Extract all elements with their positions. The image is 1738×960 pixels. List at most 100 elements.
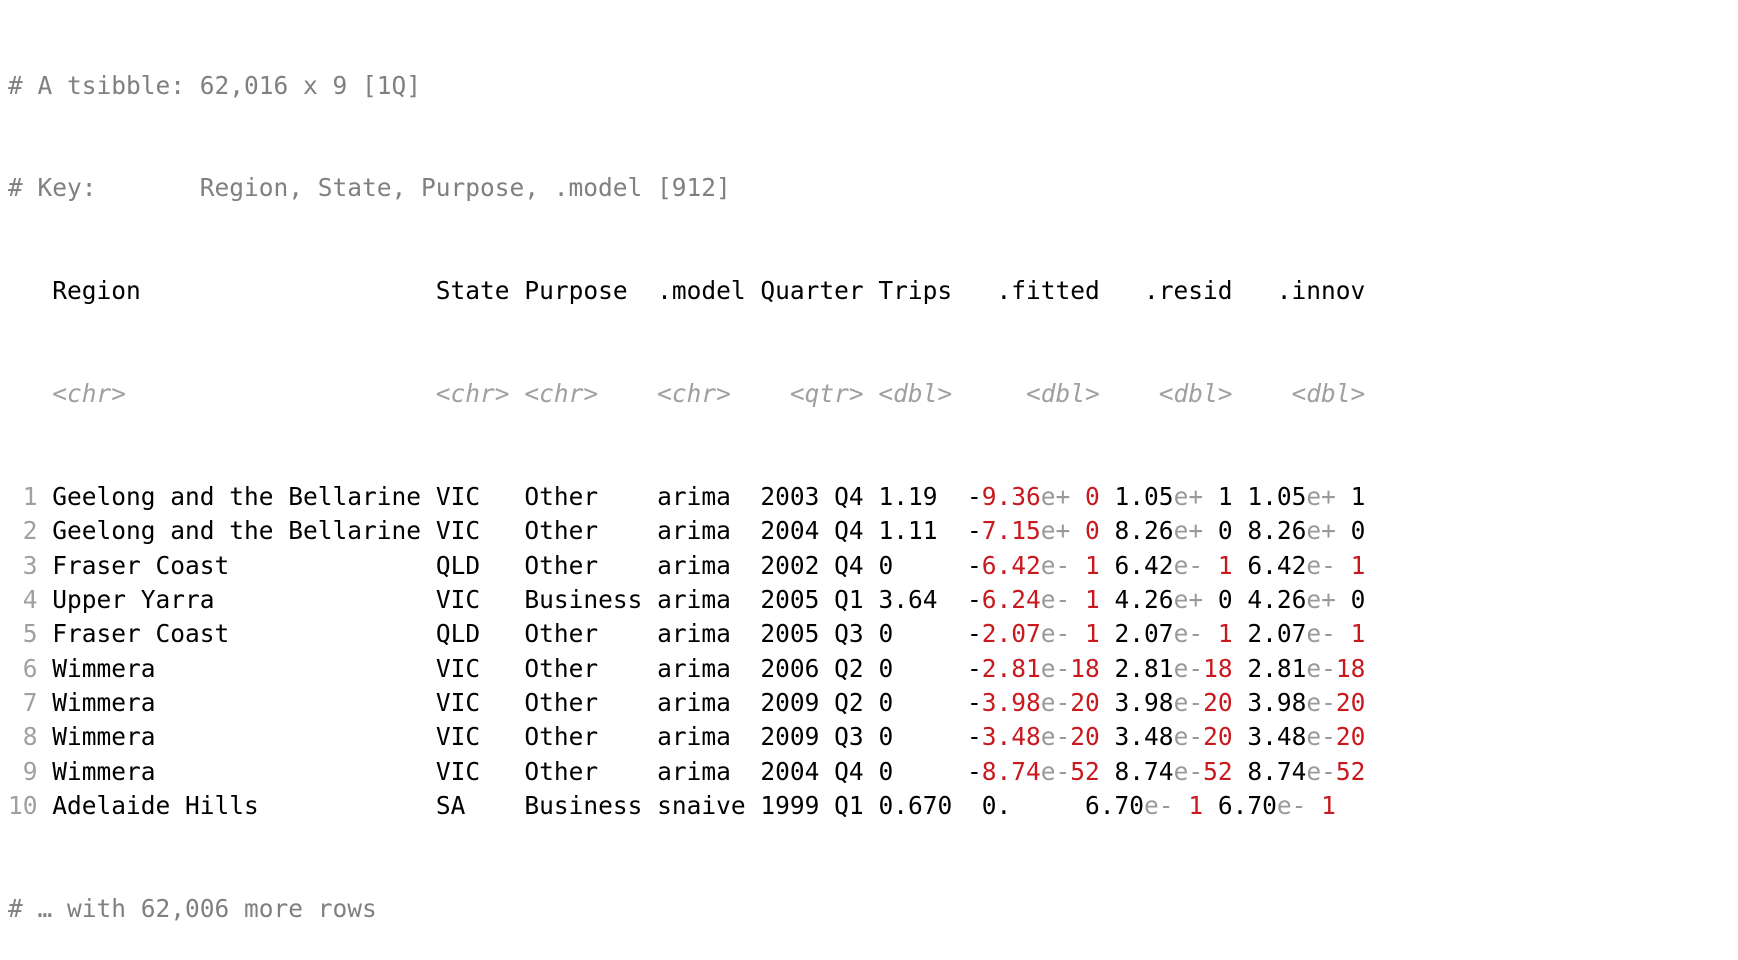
cell-region: Geelong and the Bellarine — [52, 516, 422, 546]
innov-mantissa: 8.74 — [1247, 756, 1307, 786]
type-hint-innov: <dbl> — [1247, 379, 1366, 409]
cell-trips: 1.19 — [878, 482, 953, 512]
innov-mantissa: 3.98 — [1247, 687, 1307, 717]
cell-model: arima — [657, 722, 746, 752]
resid-exp-marker: e+ — [1173, 482, 1204, 512]
fitted-sign: - — [966, 482, 982, 512]
column-names-row: Region State Purpose .model Quarter Trip… — [8, 274, 1738, 308]
cell-resid: 1.05e+ 1 — [1115, 482, 1233, 511]
resid-exp-marker: e- — [1173, 550, 1204, 580]
fitted-exp-marker: e- — [1040, 722, 1071, 752]
cell-trips: 1.11 — [878, 516, 953, 546]
cell-quarter: 2005 Q1 — [760, 585, 864, 615]
table-row: 9 Wimmera VIC Other arima 2004 Q4 0 -8.7… — [8, 755, 1738, 789]
cell-fitted: -6.24e- 1 — [967, 585, 1100, 614]
resid-exp-marker: e- — [1173, 619, 1204, 649]
cell-purpose: Other — [524, 550, 643, 580]
cell-model: arima — [657, 550, 746, 580]
cell-innov: 6.42e- 1 — [1247, 551, 1365, 580]
cell-state: VIC — [435, 585, 510, 615]
resid-exp-marker: e+ — [1173, 516, 1204, 546]
cell-state: SA — [435, 790, 510, 820]
cell-resid: 8.26e+ 0 — [1115, 516, 1233, 545]
cell-resid: 2.07e- 1 — [1115, 619, 1233, 648]
fitted-sign: - — [966, 550, 982, 580]
fitted-mantissa: 6.24 — [981, 585, 1041, 615]
innov-exponent: 0 — [1335, 516, 1366, 546]
cell-quarter: 2009 Q2 — [760, 687, 864, 717]
cell-innov: 8.74e-52 — [1247, 757, 1365, 786]
cell-trips: 0 — [878, 756, 953, 786]
cell-fitted: -6.42e- 1 — [967, 551, 1100, 580]
fitted-mantissa: 6.42 — [981, 550, 1041, 580]
cell-state: VIC — [435, 516, 510, 546]
cell-resid: 3.48e-20 — [1115, 722, 1233, 751]
table-row: 5 Fraser Coast QLD Other arima 2005 Q3 0… — [8, 617, 1738, 651]
cell-purpose: Other — [524, 756, 643, 786]
cell-purpose: Other — [524, 722, 643, 752]
table-row: 8 Wimmera VIC Other arima 2009 Q3 0 -3.4… — [8, 720, 1738, 754]
key-label: # Key: — [8, 173, 200, 203]
fitted-exponent: 1 — [1070, 585, 1100, 615]
fitted-exp-marker: e- — [1040, 653, 1071, 683]
resid-mantissa: 2.81 — [1114, 653, 1174, 683]
cell-state: VIC — [435, 756, 510, 786]
fitted-exponent: 1 — [1070, 550, 1100, 580]
resid-exp-marker: e- — [1173, 687, 1204, 717]
more-rows-footer: # … with 62,006 more rows — [8, 893, 377, 923]
cell-innov: 8.26e+ 0 — [1247, 516, 1365, 545]
column-header-resid: .resid — [1114, 276, 1233, 306]
cell-quarter: 2004 Q4 — [760, 756, 864, 786]
cell-innov: 2.07e- 1 — [1247, 619, 1365, 648]
fitted-sign: - — [966, 653, 982, 683]
resid-exponent: 0 — [1203, 516, 1233, 546]
key-header: # Key: Region, State, Purpose, .model [9… — [8, 171, 1738, 205]
innov-exponent: 1 — [1335, 550, 1366, 580]
column-header-innov: .innov — [1247, 276, 1366, 306]
key-list: Region, State, Purpose, .model [912] — [199, 173, 731, 203]
table-row: 4 Upper Yarra VIC Business arima 2005 Q1… — [8, 583, 1738, 617]
innov-exponent: 1 — [1335, 482, 1366, 512]
cell-innov: 1.05e+ 1 — [1247, 482, 1365, 511]
row-number: 10 — [8, 790, 38, 820]
cell-innov: 6.70e- 1 — [1218, 791, 1336, 820]
table-row: 10 Adelaide Hills SA Business snaive 199… — [8, 789, 1738, 823]
column-types-row: <chr> <chr> <chr> <chr> <qtr> <dbl> <dbl… — [8, 377, 1738, 411]
fitted-exponent: 52 — [1070, 756, 1100, 786]
fitted-sign: - — [966, 585, 982, 615]
cell-state: VIC — [435, 687, 510, 717]
cell-region: Upper Yarra — [52, 585, 422, 615]
row-number: 8 — [8, 722, 38, 752]
table-row: 6 Wimmera VIC Other arima 2006 Q2 0 -2.8… — [8, 652, 1738, 686]
row-number: 4 — [8, 585, 38, 615]
cell-fitted: -7.15e+ 0 — [967, 516, 1100, 545]
column-header-region: Region — [52, 276, 422, 306]
fitted-mantissa: 9.36 — [981, 482, 1041, 512]
cell-innov: 3.98e-20 — [1247, 688, 1365, 717]
resid-exponent: 1 — [1203, 619, 1233, 649]
column-header-purpose: Purpose — [524, 276, 643, 306]
cell-innov: 4.26e+ 0 — [1247, 585, 1365, 614]
fitted-exp-marker: e+ — [1040, 482, 1071, 512]
resid-exp-marker: e- — [1144, 790, 1174, 820]
fitted-mantissa: 2.07 — [981, 619, 1041, 649]
fitted-sign: - — [966, 687, 982, 717]
innov-exp-marker: e- — [1306, 722, 1336, 752]
row-number: 9 — [8, 756, 38, 786]
type-hint-fitted: <dbl> — [966, 379, 1100, 409]
fitted-exp-marker: e- — [1040, 585, 1071, 615]
column-header-model: .model — [657, 276, 746, 306]
innov-exp-marker: e- — [1306, 619, 1336, 649]
cell-region: Wimmera — [52, 653, 422, 683]
cell-trips: 0 — [878, 653, 953, 683]
type-hint-model: <chr> — [657, 379, 746, 409]
resid-mantissa: 1.05 — [1114, 482, 1174, 512]
innov-exponent: 0 — [1335, 585, 1366, 615]
cell-model: arima — [657, 653, 746, 683]
type-hint-purpose: <chr> — [524, 379, 643, 409]
innov-mantissa: 1.05 — [1247, 482, 1307, 512]
innov-exp-marker: e- — [1306, 756, 1336, 786]
cell-model: arima — [657, 516, 746, 546]
innov-exp-marker: e+ — [1306, 516, 1336, 546]
